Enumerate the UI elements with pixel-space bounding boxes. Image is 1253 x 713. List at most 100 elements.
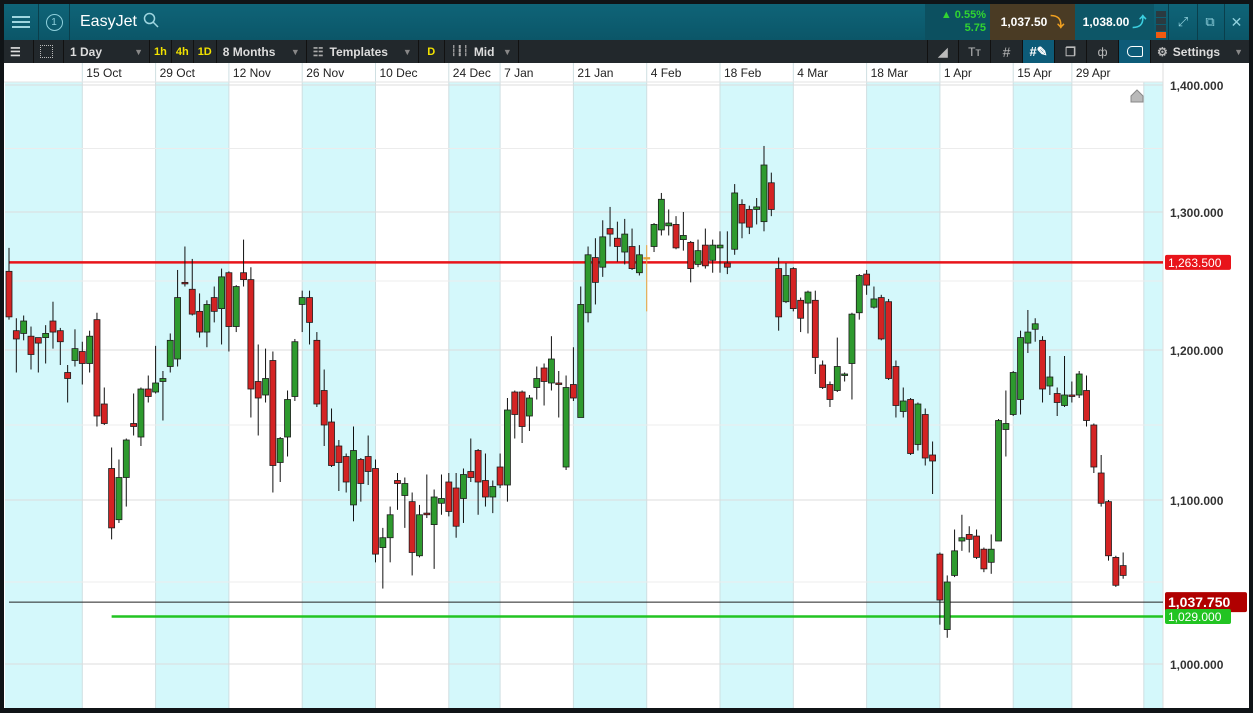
grid-button[interactable]: # (991, 40, 1023, 63)
d-button[interactable]: D (419, 40, 445, 63)
candle (738, 199, 746, 239)
search-icon[interactable] (143, 12, 159, 33)
candle-body (225, 272, 233, 327)
buy-button[interactable]: 1,038.00 ⤴ (1075, 4, 1154, 40)
candle-body (951, 550, 958, 576)
candle-body (965, 534, 973, 540)
candle (848, 312, 856, 400)
candle-body (599, 236, 607, 268)
candle (599, 220, 607, 277)
candle (987, 534, 995, 574)
interval-4h-button[interactable]: 4h (172, 40, 194, 63)
text-tool-button[interactable]: Tт (959, 40, 991, 63)
candle (350, 426, 357, 522)
candle (921, 408, 929, 466)
candle (269, 351, 277, 493)
candle (386, 506, 394, 563)
candle (511, 390, 519, 439)
instrument-title: EasyJet (80, 13, 137, 30)
candle-body (819, 364, 827, 388)
candle-body (445, 481, 453, 512)
popout-button[interactable]: ⧉ (1196, 4, 1225, 40)
interval-1h-button[interactable]: 1h (150, 40, 172, 63)
candle (247, 267, 255, 418)
candle (452, 473, 460, 538)
candle-body (372, 468, 379, 555)
crosshair-candle-button[interactable]: ф (1087, 40, 1119, 63)
layers-button[interactable]: ❐ (1055, 40, 1087, 63)
candle-body (987, 548, 995, 563)
candle-body (64, 372, 72, 379)
grid-draw-button[interactable]: #✎ (1023, 40, 1055, 63)
candle-body (892, 366, 900, 406)
candle-body (731, 192, 739, 250)
candle (423, 474, 431, 519)
candle-body (467, 471, 475, 478)
candle-body (562, 387, 570, 468)
candle-body (511, 391, 519, 415)
candle (137, 387, 145, 446)
signal-meter-icon (1156, 4, 1166, 44)
candle (665, 209, 673, 236)
candle (562, 375, 570, 470)
candle-body (577, 304, 585, 418)
candle (885, 298, 892, 380)
candle-body (936, 553, 944, 601)
templates-dropdown[interactable]: ☷ Templates ▼ (307, 40, 419, 63)
candle-body (408, 501, 416, 553)
interval-dropdown[interactable]: 1 Day ▼ (64, 40, 150, 63)
candle (71, 329, 79, 367)
candle (42, 325, 50, 364)
candle (1090, 423, 1098, 473)
change-percent: ▲ 0.55% (940, 9, 986, 21)
interval-1d-button[interactable]: 1D (194, 40, 217, 63)
candle-body (210, 297, 218, 312)
sell-button[interactable]: 1,037.50 ⤵ (990, 4, 1075, 40)
menu-button[interactable] (4, 4, 39, 40)
candle (877, 294, 885, 341)
candle (650, 223, 658, 253)
range-dropdown[interactable]: 8 Months ▼ (217, 40, 307, 63)
candle (643, 245, 651, 312)
candlestick-icon: ┆┇┆ (450, 46, 469, 57)
candle-body (342, 456, 350, 483)
candle-body (548, 358, 555, 384)
candle-body (12, 330, 20, 340)
candle (144, 375, 152, 403)
candle (679, 212, 687, 251)
settings-dropdown[interactable]: ⚙ Settings ▼ (1151, 40, 1249, 63)
price-type-dropdown[interactable]: ┆┇┆ Mid ▼ (445, 40, 519, 63)
layout-button[interactable] (34, 40, 64, 63)
price-tag-button[interactable] (1119, 40, 1151, 63)
candle-body (1119, 565, 1127, 576)
candle-body (108, 468, 116, 529)
grid-icon: # (1002, 43, 1011, 60)
candle-body (474, 450, 482, 483)
close-icon: ✕ (1230, 13, 1243, 30)
candle-body (174, 297, 181, 360)
candle (100, 387, 108, 425)
candle (467, 438, 475, 482)
candlestick-chart[interactable]: 15 Oct 29 Oct 12 Nov 26 Nov 10 Dec 24 Dec 7 Ja… (4, 63, 1249, 708)
candle (232, 285, 240, 333)
candle-body (980, 548, 988, 570)
candle (210, 286, 218, 323)
list-view-button[interactable]: ☰ (4, 40, 34, 63)
candle-body (284, 399, 291, 438)
chevron-down-icon: ▼ (290, 46, 300, 57)
drawing-line-button[interactable]: ◢ (927, 40, 959, 63)
candle (841, 372, 849, 382)
expand-button[interactable]: ⤢ (1168, 4, 1198, 40)
close-button[interactable]: ✕ (1224, 4, 1249, 40)
shaded-band (720, 82, 794, 708)
candle (93, 312, 101, 427)
text-size-icon: Tт (968, 44, 981, 59)
chart-canvas[interactable]: 15 Oct 29 Oct 12 Nov 26 Nov 10 Dec 24 Dec 7 Ja… (4, 63, 1249, 708)
instrument-number-button[interactable]: 1 (39, 4, 70, 40)
candle (254, 344, 262, 436)
candle-body (592, 257, 599, 283)
date-tick-label: 12 Nov (233, 66, 271, 80)
candle (291, 338, 299, 401)
candle (504, 398, 511, 502)
candle-body (789, 268, 797, 310)
